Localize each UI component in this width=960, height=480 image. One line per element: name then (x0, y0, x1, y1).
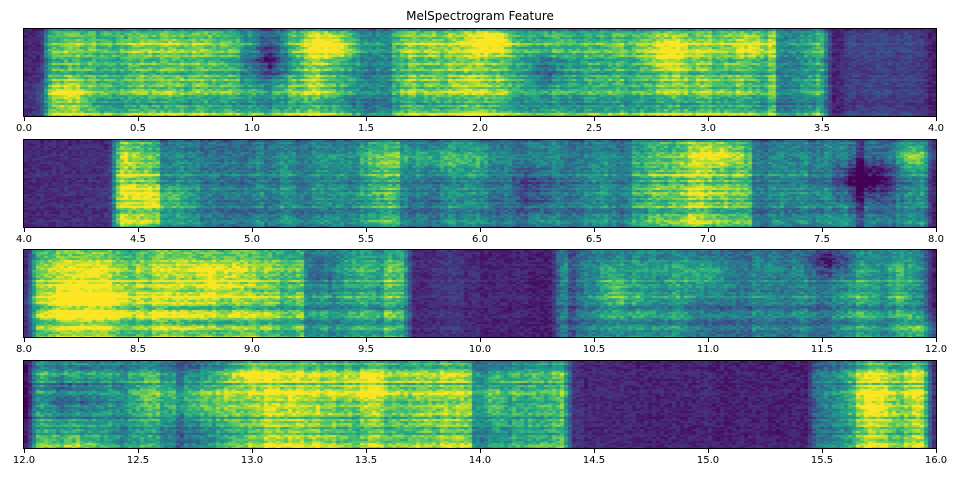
spectrogram-panel-4 (23, 360, 937, 449)
x-tick-label: 8.0 (16, 344, 32, 355)
x-tick-mark (479, 449, 481, 453)
x-tick-mark (707, 228, 709, 232)
x-tick-label: 11.5 (810, 344, 834, 355)
x-tick-label: 15.5 (810, 455, 834, 466)
x-tick-label: 2.0 (472, 123, 488, 134)
spectrogram-image-1 (24, 29, 936, 116)
x-tick-mark (935, 338, 937, 342)
x-tick-mark (479, 228, 481, 232)
x-tick-mark (251, 228, 253, 232)
x-tick-mark (479, 117, 481, 121)
x-tick-mark (137, 338, 139, 342)
x-tick-mark (137, 117, 139, 121)
x-tick-label: 12.0 (12, 455, 36, 466)
x-tick-mark (593, 449, 595, 453)
x-tick-mark (935, 449, 937, 453)
x-tick-mark (365, 338, 367, 342)
x-tick-label: 1.0 (244, 123, 260, 134)
x-tick-label: 10.5 (582, 344, 606, 355)
x-tick-mark (251, 338, 253, 342)
x-tick-label: 12.0 (924, 344, 948, 355)
x-tick-mark (23, 228, 25, 232)
x-tick-label: 4.5 (130, 234, 146, 245)
x-tick-mark (707, 449, 709, 453)
x-tick-mark (821, 228, 823, 232)
x-tick-mark (935, 228, 937, 232)
x-tick-mark (251, 449, 253, 453)
x-tick-mark (251, 117, 253, 121)
x-tick-label: 6.0 (472, 234, 488, 245)
x-tick-label: 8.5 (130, 344, 146, 355)
x-tick-label: 15.0 (696, 455, 720, 466)
x-tick-label: 5.0 (244, 234, 260, 245)
x-tick-label: 4.0 (16, 234, 32, 245)
spectrogram-image-4 (24, 361, 936, 448)
x-tick-mark (137, 228, 139, 232)
x-tick-label: 14.0 (468, 455, 492, 466)
x-tick-label: 3.5 (814, 123, 830, 134)
x-tick-mark (137, 449, 139, 453)
spectrogram-panel-3 (23, 249, 937, 338)
x-tick-label: 8.0 (928, 234, 944, 245)
spectrogram-panel-2 (23, 139, 937, 228)
x-tick-label: 0.0 (16, 123, 32, 134)
x-tick-mark (479, 338, 481, 342)
x-tick-label: 6.5 (586, 234, 602, 245)
x-tick-label: 11.0 (696, 344, 720, 355)
x-tick-label: 12.5 (126, 455, 150, 466)
x-tick-label: 5.5 (358, 234, 374, 245)
x-tick-label: 0.5 (130, 123, 146, 134)
x-tick-mark (821, 338, 823, 342)
x-tick-mark (23, 117, 25, 121)
x-tick-mark (593, 228, 595, 232)
x-tick-label: 9.0 (244, 344, 260, 355)
spectrogram-image-2 (24, 140, 936, 227)
x-tick-mark (365, 228, 367, 232)
x-tick-label: 13.0 (240, 455, 264, 466)
spectrogram-image-3 (24, 250, 936, 337)
x-tick-mark (593, 117, 595, 121)
x-tick-mark (707, 117, 709, 121)
x-tick-label: 7.5 (814, 234, 830, 245)
x-tick-mark (365, 449, 367, 453)
x-tick-label: 4.0 (928, 123, 944, 134)
x-tick-label: 1.5 (358, 123, 374, 134)
x-tick-mark (707, 338, 709, 342)
x-tick-mark (23, 449, 25, 453)
x-tick-mark (593, 338, 595, 342)
x-tick-mark (821, 449, 823, 453)
x-tick-mark (365, 117, 367, 121)
x-tick-mark (821, 117, 823, 121)
x-tick-label: 3.0 (700, 123, 716, 134)
x-tick-label: 16.0 (924, 455, 948, 466)
x-tick-label: 7.0 (700, 234, 716, 245)
x-tick-label: 13.5 (354, 455, 378, 466)
x-tick-label: 10.0 (468, 344, 492, 355)
x-tick-label: 14.5 (582, 455, 606, 466)
x-tick-label: 9.5 (358, 344, 374, 355)
spectrogram-panel-1 (23, 28, 937, 117)
chart-title: MelSpectrogram Feature (406, 9, 554, 23)
x-tick-label: 2.5 (586, 123, 602, 134)
x-tick-mark (23, 338, 25, 342)
x-tick-mark (935, 117, 937, 121)
